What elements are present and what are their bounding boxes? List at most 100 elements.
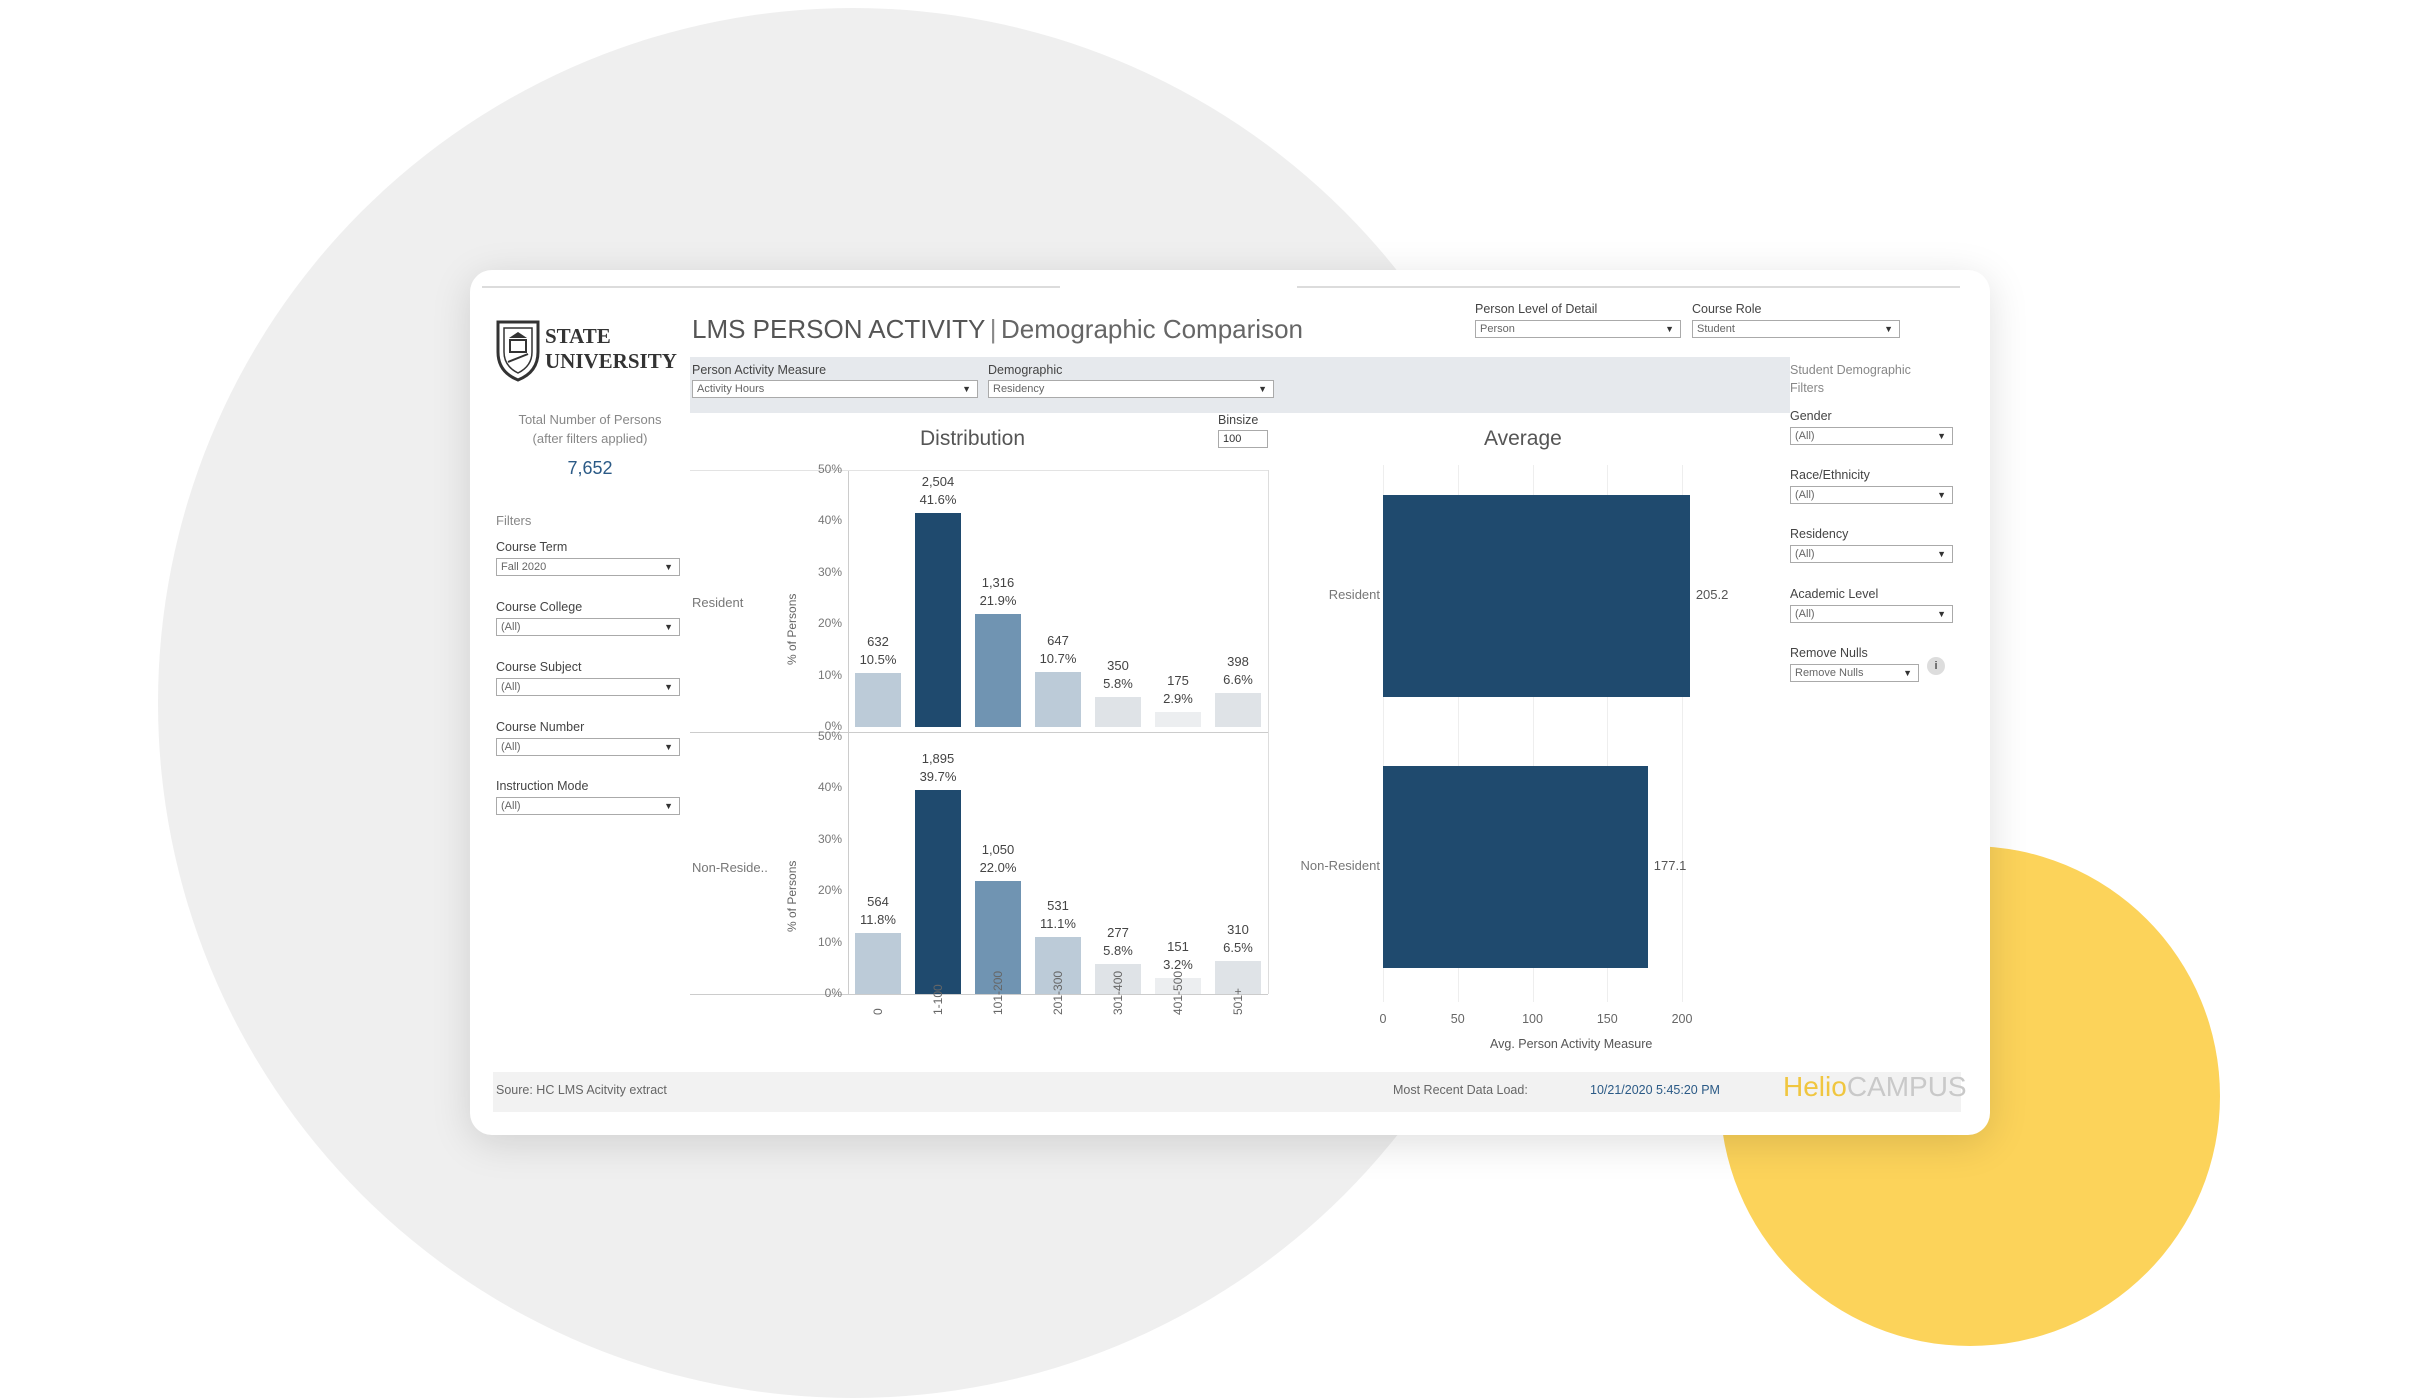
y-tick-label: 50%	[817, 729, 842, 743]
filter-gender-dropdown[interactable]: (All) ▼	[1790, 427, 1953, 445]
page-title: LMS PERSON ACTIVITY | Demographic Compar…	[692, 314, 1303, 345]
remove-nulls-label: Remove Nulls	[1790, 646, 1868, 660]
y-tick-label: 30%	[817, 831, 842, 846]
logo-line2: UNIVERSITY	[545, 349, 677, 373]
plot-frame-top	[690, 470, 1268, 471]
filter-course-number-dropdown[interactable]: (All) ▼	[496, 738, 680, 756]
x-gridline	[1607, 465, 1609, 1002]
binsize-label: Binsize	[1218, 413, 1259, 427]
bar-count-label: 1,050	[981, 841, 1015, 857]
average-bar	[1383, 495, 1690, 697]
chevron-down-icon: ▼	[1937, 431, 1946, 441]
bar-percent-label: 41.6%	[919, 492, 957, 508]
remove-nulls-dropdown[interactable]: Remove Nulls ▼	[1790, 664, 1919, 682]
page-title-sub: Demographic Comparison	[1000, 314, 1303, 344]
heliocampus-logo: HelioCAMPUS	[1783, 1071, 1967, 1103]
person-level-dropdown[interactable]: Person ▼	[1475, 320, 1681, 338]
filter-course-subject-dropdown[interactable]: (All) ▼	[496, 678, 680, 696]
y-tick-label: 20%	[817, 883, 842, 898]
demographic-dropdown[interactable]: Residency ▼	[988, 380, 1274, 398]
x-tick-label: 401-500	[1171, 970, 1185, 1015]
x-gridline	[1383, 465, 1384, 1002]
bar-percent-label: 21.9%	[979, 593, 1017, 609]
footer-source: Soure: HC LMS Acitvity extract	[496, 1083, 667, 1097]
course-role-dropdown[interactable]: Student ▼	[1692, 320, 1900, 338]
histogram-bar	[915, 513, 961, 727]
chevron-down-icon: ▼	[664, 801, 673, 811]
university-crest-icon	[494, 318, 542, 387]
top-divider-right	[1297, 286, 1960, 288]
bar-percent-label: 3.2%	[1163, 956, 1193, 972]
filter-gender-label: Gender	[1790, 409, 1832, 423]
bar-count-label: 1,895	[921, 750, 955, 766]
x-tick-label: 0	[871, 1008, 885, 1015]
histogram-bar	[1155, 977, 1201, 994]
chevron-down-icon: ▼	[664, 742, 673, 752]
filter-instruction-mode-label: Instruction Mode	[496, 779, 589, 793]
distribution-title: Distribution	[920, 427, 1026, 450]
brand-helio: Helio	[1783, 1071, 1847, 1102]
bar-count-label: 151	[1167, 938, 1189, 954]
filter-race-label: Race/Ethnicity	[1790, 468, 1870, 482]
y-tick-label: 0%	[824, 719, 842, 733]
chevron-down-icon: ▼	[1258, 384, 1267, 394]
bar-count-label: 632	[867, 634, 889, 650]
info-icon[interactable]: i	[1927, 657, 1945, 675]
total-persons-value: 7,652	[567, 458, 613, 478]
x-gridline	[1457, 465, 1459, 1002]
filter-academic-level-dropdown[interactable]: (All) ▼	[1790, 605, 1953, 623]
binsize-input[interactable]: 100	[1218, 430, 1268, 448]
footer-bar	[493, 1072, 1961, 1112]
bar-count-label: 277	[1107, 925, 1129, 941]
filter-course-college-dropdown[interactable]: (All) ▼	[496, 618, 680, 636]
chevron-down-icon: ▼	[664, 562, 673, 572]
x-tick-label: 0	[1379, 1012, 1387, 1026]
y-tick-label: 10%	[817, 667, 842, 682]
average-title: Average	[1484, 427, 1562, 450]
bar-percent-label: 22.0%	[979, 859, 1017, 875]
x-tick-label: 100	[1522, 1012, 1543, 1026]
histogram-bar	[1215, 960, 1261, 994]
average-bar	[1383, 766, 1648, 968]
x-tick-label: 101-200	[991, 970, 1005, 1015]
activity-measure-dropdown[interactable]: Activity Hours ▼	[692, 380, 978, 398]
average-value-label: 177.1	[1653, 858, 1687, 873]
bar-percent-label: 5.8%	[1103, 943, 1133, 959]
filter-academic-level-label: Academic Level	[1790, 587, 1879, 601]
bar-count-label: 1,316	[981, 575, 1015, 591]
filter-instruction-mode-dropdown[interactable]: (All) ▼	[496, 797, 680, 815]
chevron-down-icon: ▼	[1937, 549, 1946, 559]
page-title-separator: |	[989, 314, 997, 344]
x-tick-label: 301-400	[1111, 970, 1125, 1015]
demographic-filters-heading: Student Demographic	[1790, 363, 1911, 377]
x-gridline	[1532, 465, 1534, 1002]
filter-race-dropdown[interactable]: (All) ▼	[1790, 486, 1953, 504]
total-persons-label: Total Number of Persons	[518, 412, 662, 427]
plot-frame-bottom	[690, 994, 1268, 995]
histogram-bar	[855, 933, 901, 994]
chevron-down-icon: ▼	[962, 384, 971, 394]
x-tick-label: 150	[1596, 1012, 1618, 1026]
filter-residency-dropdown[interactable]: (All) ▼	[1790, 545, 1953, 563]
total-persons-sublabel: (after filters applied)	[532, 431, 648, 446]
demographic-label: Demographic	[988, 363, 1063, 377]
histogram-bar	[1215, 693, 1261, 727]
bar-percent-label: 11.1%	[1040, 915, 1076, 931]
y-tick-label: 50%	[817, 462, 842, 476]
x-gridline	[1682, 465, 1684, 1002]
x-tick-label: 200	[1671, 1012, 1693, 1026]
x-tick-label: 1-100	[931, 984, 945, 1015]
page-title-main: LMS PERSON ACTIVITY	[692, 314, 986, 344]
bar-percent-label: 6.5%	[1223, 939, 1253, 955]
person-level-label: Person Level of Detail	[1475, 302, 1598, 316]
histogram-bar	[975, 880, 1021, 994]
bar-count-label: 564	[867, 894, 889, 910]
filter-course-subject-label: Course Subject	[496, 660, 582, 674]
bar-count-label: 175	[1167, 673, 1189, 689]
bar-percent-label: 11.8%	[860, 912, 896, 928]
y-axis-label-bottom: % of Persons	[785, 860, 799, 932]
row-label-non-resident: Non-Reside..	[692, 860, 768, 875]
y-tick-label: 20%	[817, 616, 842, 631]
filter-course-term-dropdown[interactable]: Fall 2020 ▼	[496, 558, 680, 576]
y-tick-label: 10%	[817, 934, 842, 949]
